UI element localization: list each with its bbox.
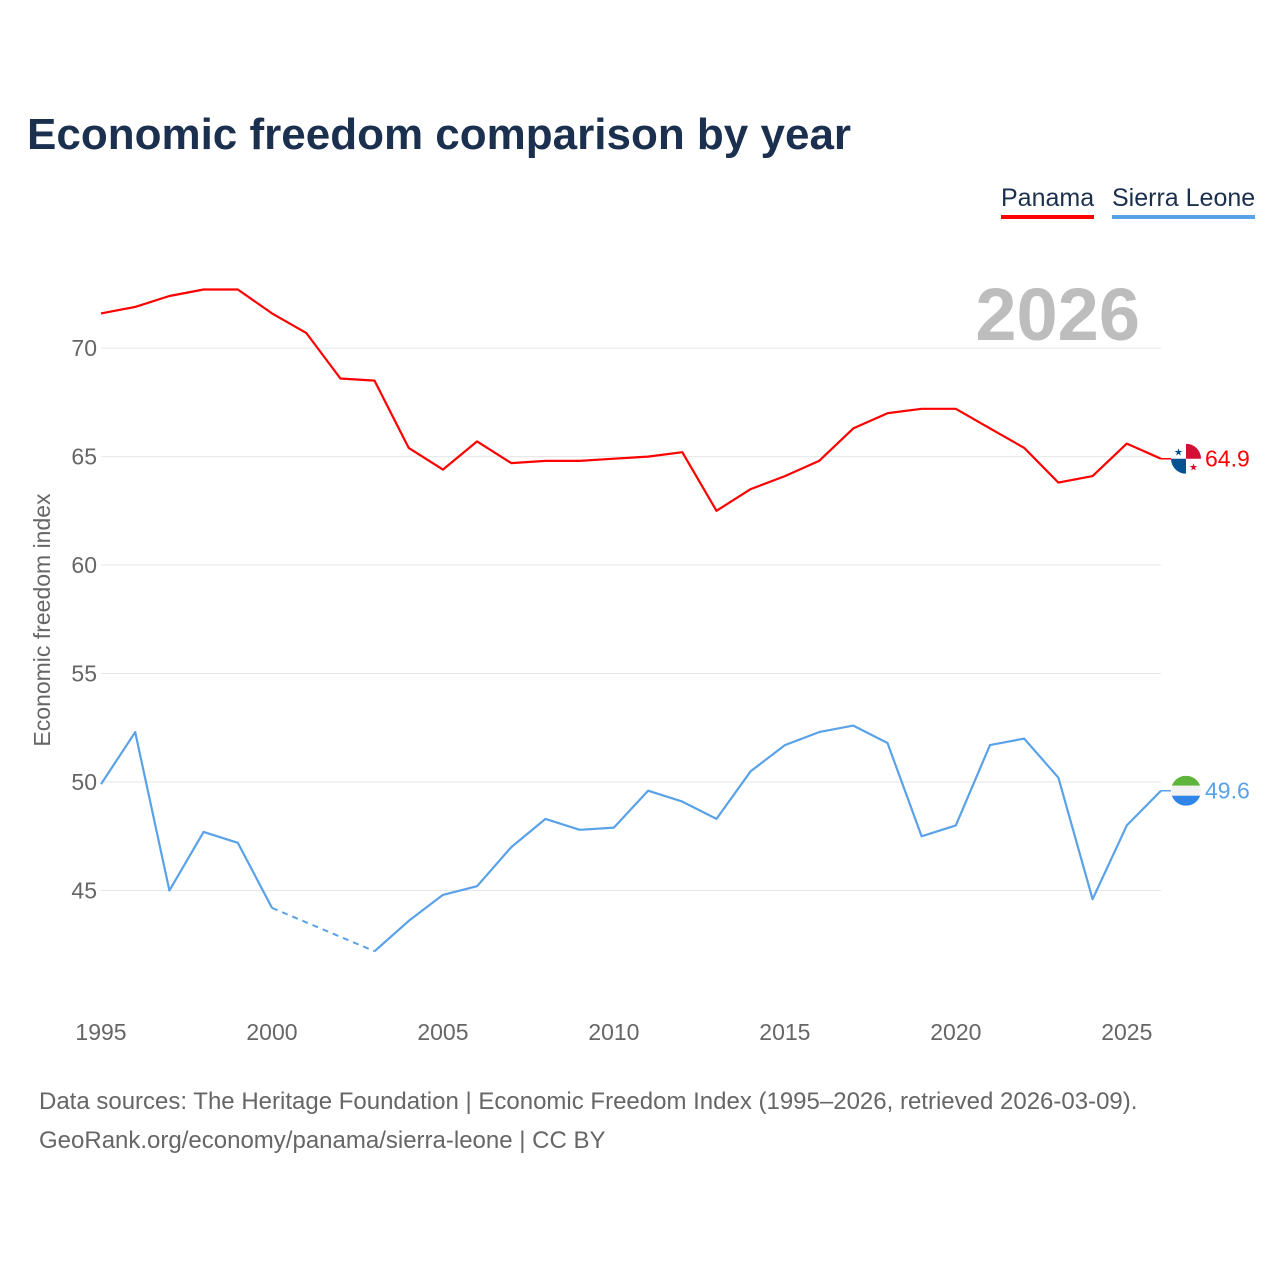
y-tick-label: 55 [71,661,97,687]
x-tick-label: 2010 [588,1019,639,1045]
svg-text:★: ★ [1174,448,1183,459]
x-tick-label: 2015 [759,1019,810,1045]
chart-title: Economic freedom comparison by year [27,110,852,159]
legend-sierra-leone[interactable]: Sierra Leone [1112,184,1256,219]
series-line-panama [100,288,1162,512]
y-axis-label: Economic freedom index [29,493,55,747]
series-gap-sierra-leone [271,906,375,953]
x-tick-label: 2000 [246,1019,297,1045]
x-tick-label: 2020 [930,1019,981,1045]
x-tick-label: 2025 [1101,1019,1152,1045]
end-label-panama: 64.9 [1205,446,1250,472]
legend-panama[interactable]: Panama [1001,184,1095,219]
flag-panama-icon: ★★ [1171,443,1201,474]
y-tick-label: 45 [71,878,97,904]
footer-link[interactable]: GeoRank.org/economy/panama/sierra-leone … [39,1127,606,1154]
y-tick-label: 50 [71,769,97,795]
y-tick-label: 70 [71,335,97,361]
y-tick-label: 60 [71,552,97,578]
series-line-sierra-leone [100,724,1162,953]
year-watermark: 2026 [975,273,1140,356]
end-label-sierra-leone: 49.6 [1205,778,1250,804]
flag-sierra-leone-icon [1171,775,1201,806]
footer-sources: Data sources: The Heritage Foundation | … [39,1088,1138,1115]
y-tick-label: 65 [71,444,97,470]
x-tick-label: 1995 [75,1019,126,1045]
x-tick-label: 2005 [417,1019,468,1045]
svg-text:★: ★ [1189,463,1198,474]
